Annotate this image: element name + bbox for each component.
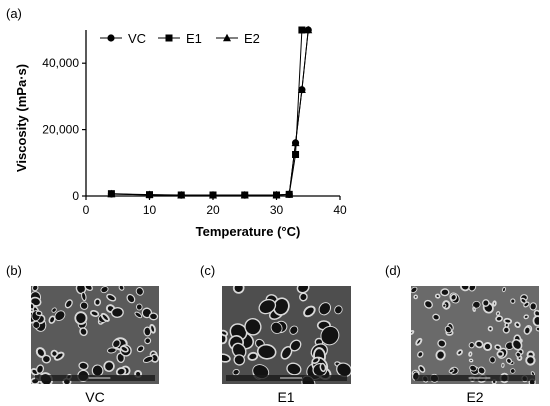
legend-marker <box>165 34 173 42</box>
series-line-e2 <box>111 29 309 196</box>
x-tick-label: 30 <box>270 203 284 217</box>
data-point-e2 <box>304 25 313 34</box>
caption-e1: E1 <box>277 389 295 405</box>
sem-texture <box>411 286 539 384</box>
x-tick-label: 40 <box>333 203 347 217</box>
data-point-e2 <box>285 190 294 198</box>
series-line-e1 <box>111 29 303 196</box>
panel-label-d: (d) <box>385 263 401 278</box>
caption-e2: E2 <box>466 389 484 405</box>
series-vc <box>107 26 312 199</box>
legend-marker <box>223 33 231 42</box>
y-tick-label: 20,000 <box>42 123 79 137</box>
sem-texture <box>222 286 351 384</box>
series-e2 <box>107 25 313 199</box>
chart-legend: VC E1 E2 <box>100 31 260 46</box>
x-tick-label: 10 <box>143 203 157 217</box>
x-axis-label: Temperature (°C) <box>196 224 301 239</box>
data-point-e1 <box>298 26 306 34</box>
chart-series <box>107 25 313 199</box>
series-line-vc <box>111 29 309 196</box>
panel-label-a: (a) <box>6 6 22 21</box>
series-e1 <box>107 26 306 199</box>
data-point-e2 <box>272 190 281 199</box>
y-tick-label: 0 <box>72 189 79 203</box>
chart-ticks: 0 10 20 30 40 0 20,000 40,000 <box>42 56 347 217</box>
data-point-e1 <box>292 151 300 158</box>
legend-label-e1: E1 <box>186 31 202 46</box>
data-point-e2 <box>177 190 186 199</box>
data-point-e2 <box>297 85 306 93</box>
data-point-e2 <box>291 138 300 147</box>
caption-vc: VC <box>85 389 105 405</box>
sem-image-e2 <box>411 286 539 384</box>
y-axis-label: Viscosity (mPa·s) <box>14 64 29 172</box>
x-tick-label: 20 <box>206 203 220 217</box>
legend-label-e2: E2 <box>244 31 260 46</box>
chart-axes <box>85 30 340 197</box>
data-point-e2 <box>107 189 116 198</box>
data-point-e2 <box>145 190 154 199</box>
sem-image-vc <box>31 286 159 384</box>
sem-texture <box>31 286 159 384</box>
legend-label-vc: VC <box>128 31 146 46</box>
legend-marker <box>107 34 115 42</box>
x-tick-label: 0 <box>83 203 90 217</box>
sem-image-e1 <box>222 286 351 384</box>
data-point-e2 <box>240 190 249 199</box>
y-tick-label: 40,000 <box>42 56 79 70</box>
panel-label-c: (c) <box>200 263 216 278</box>
panel-label-b: (b) <box>6 263 22 278</box>
viscosity-chart: 0 10 20 30 40 0 20,000 40,000 VC E1 E2 Temperatur… <box>14 25 347 239</box>
data-point-e2 <box>209 190 217 199</box>
